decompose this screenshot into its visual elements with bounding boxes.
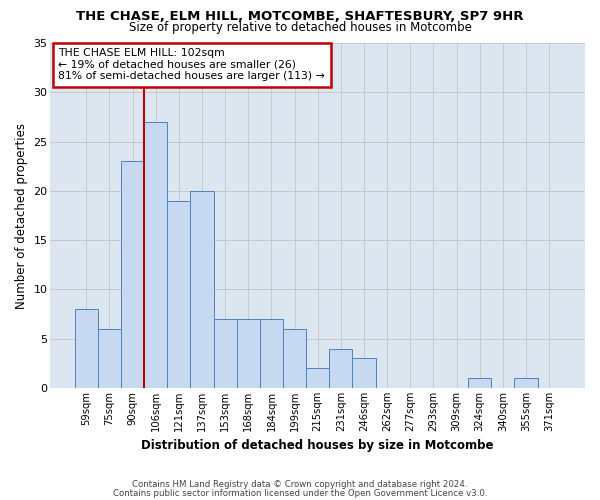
Bar xyxy=(260,319,283,388)
Bar xyxy=(237,319,260,388)
Text: THE CHASE ELM HILL: 102sqm
← 19% of detached houses are smaller (26)
81% of semi: THE CHASE ELM HILL: 102sqm ← 19% of deta… xyxy=(58,48,325,82)
Bar xyxy=(214,319,237,388)
X-axis label: Distribution of detached houses by size in Motcombe: Distribution of detached houses by size … xyxy=(142,440,494,452)
Bar xyxy=(329,348,352,388)
Bar xyxy=(283,329,306,388)
Bar xyxy=(190,191,214,388)
Bar xyxy=(121,162,144,388)
Text: Contains public sector information licensed under the Open Government Licence v3: Contains public sector information licen… xyxy=(113,488,487,498)
Text: Contains HM Land Registry data © Crown copyright and database right 2024.: Contains HM Land Registry data © Crown c… xyxy=(132,480,468,489)
Text: Size of property relative to detached houses in Motcombe: Size of property relative to detached ho… xyxy=(128,21,472,34)
Bar xyxy=(144,122,167,388)
Bar xyxy=(75,309,98,388)
Bar xyxy=(352,358,376,388)
Bar xyxy=(468,378,491,388)
Bar xyxy=(306,368,329,388)
Y-axis label: Number of detached properties: Number of detached properties xyxy=(15,122,28,308)
Bar xyxy=(514,378,538,388)
Bar xyxy=(167,200,190,388)
Bar xyxy=(98,329,121,388)
Text: THE CHASE, ELM HILL, MOTCOMBE, SHAFTESBURY, SP7 9HR: THE CHASE, ELM HILL, MOTCOMBE, SHAFTESBU… xyxy=(76,10,524,23)
